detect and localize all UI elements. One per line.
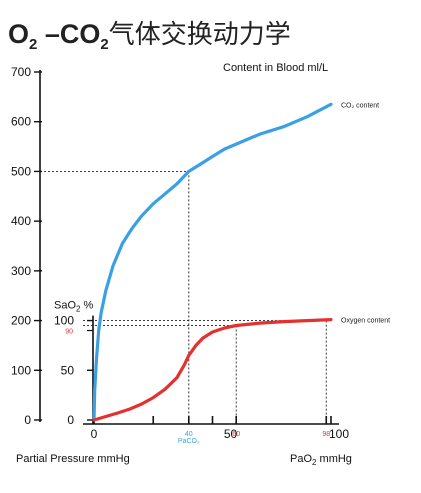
x-tick-label: 0 [91, 427, 98, 441]
reference-lines [40, 171, 326, 424]
x-marker-sublabel: PaCO₂ [178, 438, 200, 445]
x2-axis-title-unit: mmHg [316, 453, 351, 465]
x2-axis-title: PaO2 mmHg [290, 453, 352, 467]
co2-content-line [94, 104, 331, 420]
title-o-sub: 2 [29, 36, 37, 53]
y-tick-label: 300 [11, 264, 31, 278]
y-tick-label: 500 [11, 164, 31, 178]
y-tick-label: 700 [11, 65, 31, 79]
x2-axis-title-main: PaO [290, 453, 312, 465]
y-tick-label: 400 [11, 214, 31, 228]
inner-axis-tick-label: 50 [61, 363, 75, 377]
title-co2-sub: 2 [100, 36, 108, 53]
inner-axis-title-main: SaO [54, 300, 76, 312]
x-axis-title: Partial Pressure mmHg [16, 453, 130, 465]
y-tick-label: 600 [11, 115, 31, 129]
co2-content-legend-label: CO₂ content [341, 102, 379, 109]
x-marker-label: 98 [322, 431, 330, 438]
inner-axis-title: SaO2 % [54, 300, 94, 314]
y-tick-label: 200 [11, 314, 31, 328]
x-tick-label: 100 [329, 427, 349, 441]
y-tick-label: 0 [24, 413, 31, 427]
title-chinese: 气体交换动力学 [109, 20, 291, 50]
title-dash-co: –CO [37, 19, 100, 49]
oxygen-content-line [94, 320, 331, 420]
labels-layer: CO₂ content Oxygen content [341, 102, 390, 324]
y-tick-label: 100 [11, 363, 31, 377]
page-title: O2 –CO2气体交换动力学 [8, 19, 291, 53]
inner-axis-tick-label: 0 [67, 413, 74, 427]
x-marker-label: 60 [232, 431, 240, 438]
series-layer [94, 104, 331, 420]
x-marker-label: 40 [185, 431, 193, 438]
inner-axis-tick-label: 100 [54, 314, 74, 328]
inner-axis-title-unit: % [80, 300, 93, 312]
chart-title: Content in Blood ml/L [223, 62, 328, 74]
title-o: O [8, 19, 29, 49]
inner-axis-marker-label: 90 [65, 329, 73, 336]
oxygen-content-legend-label: Oxygen content [341, 318, 390, 325]
